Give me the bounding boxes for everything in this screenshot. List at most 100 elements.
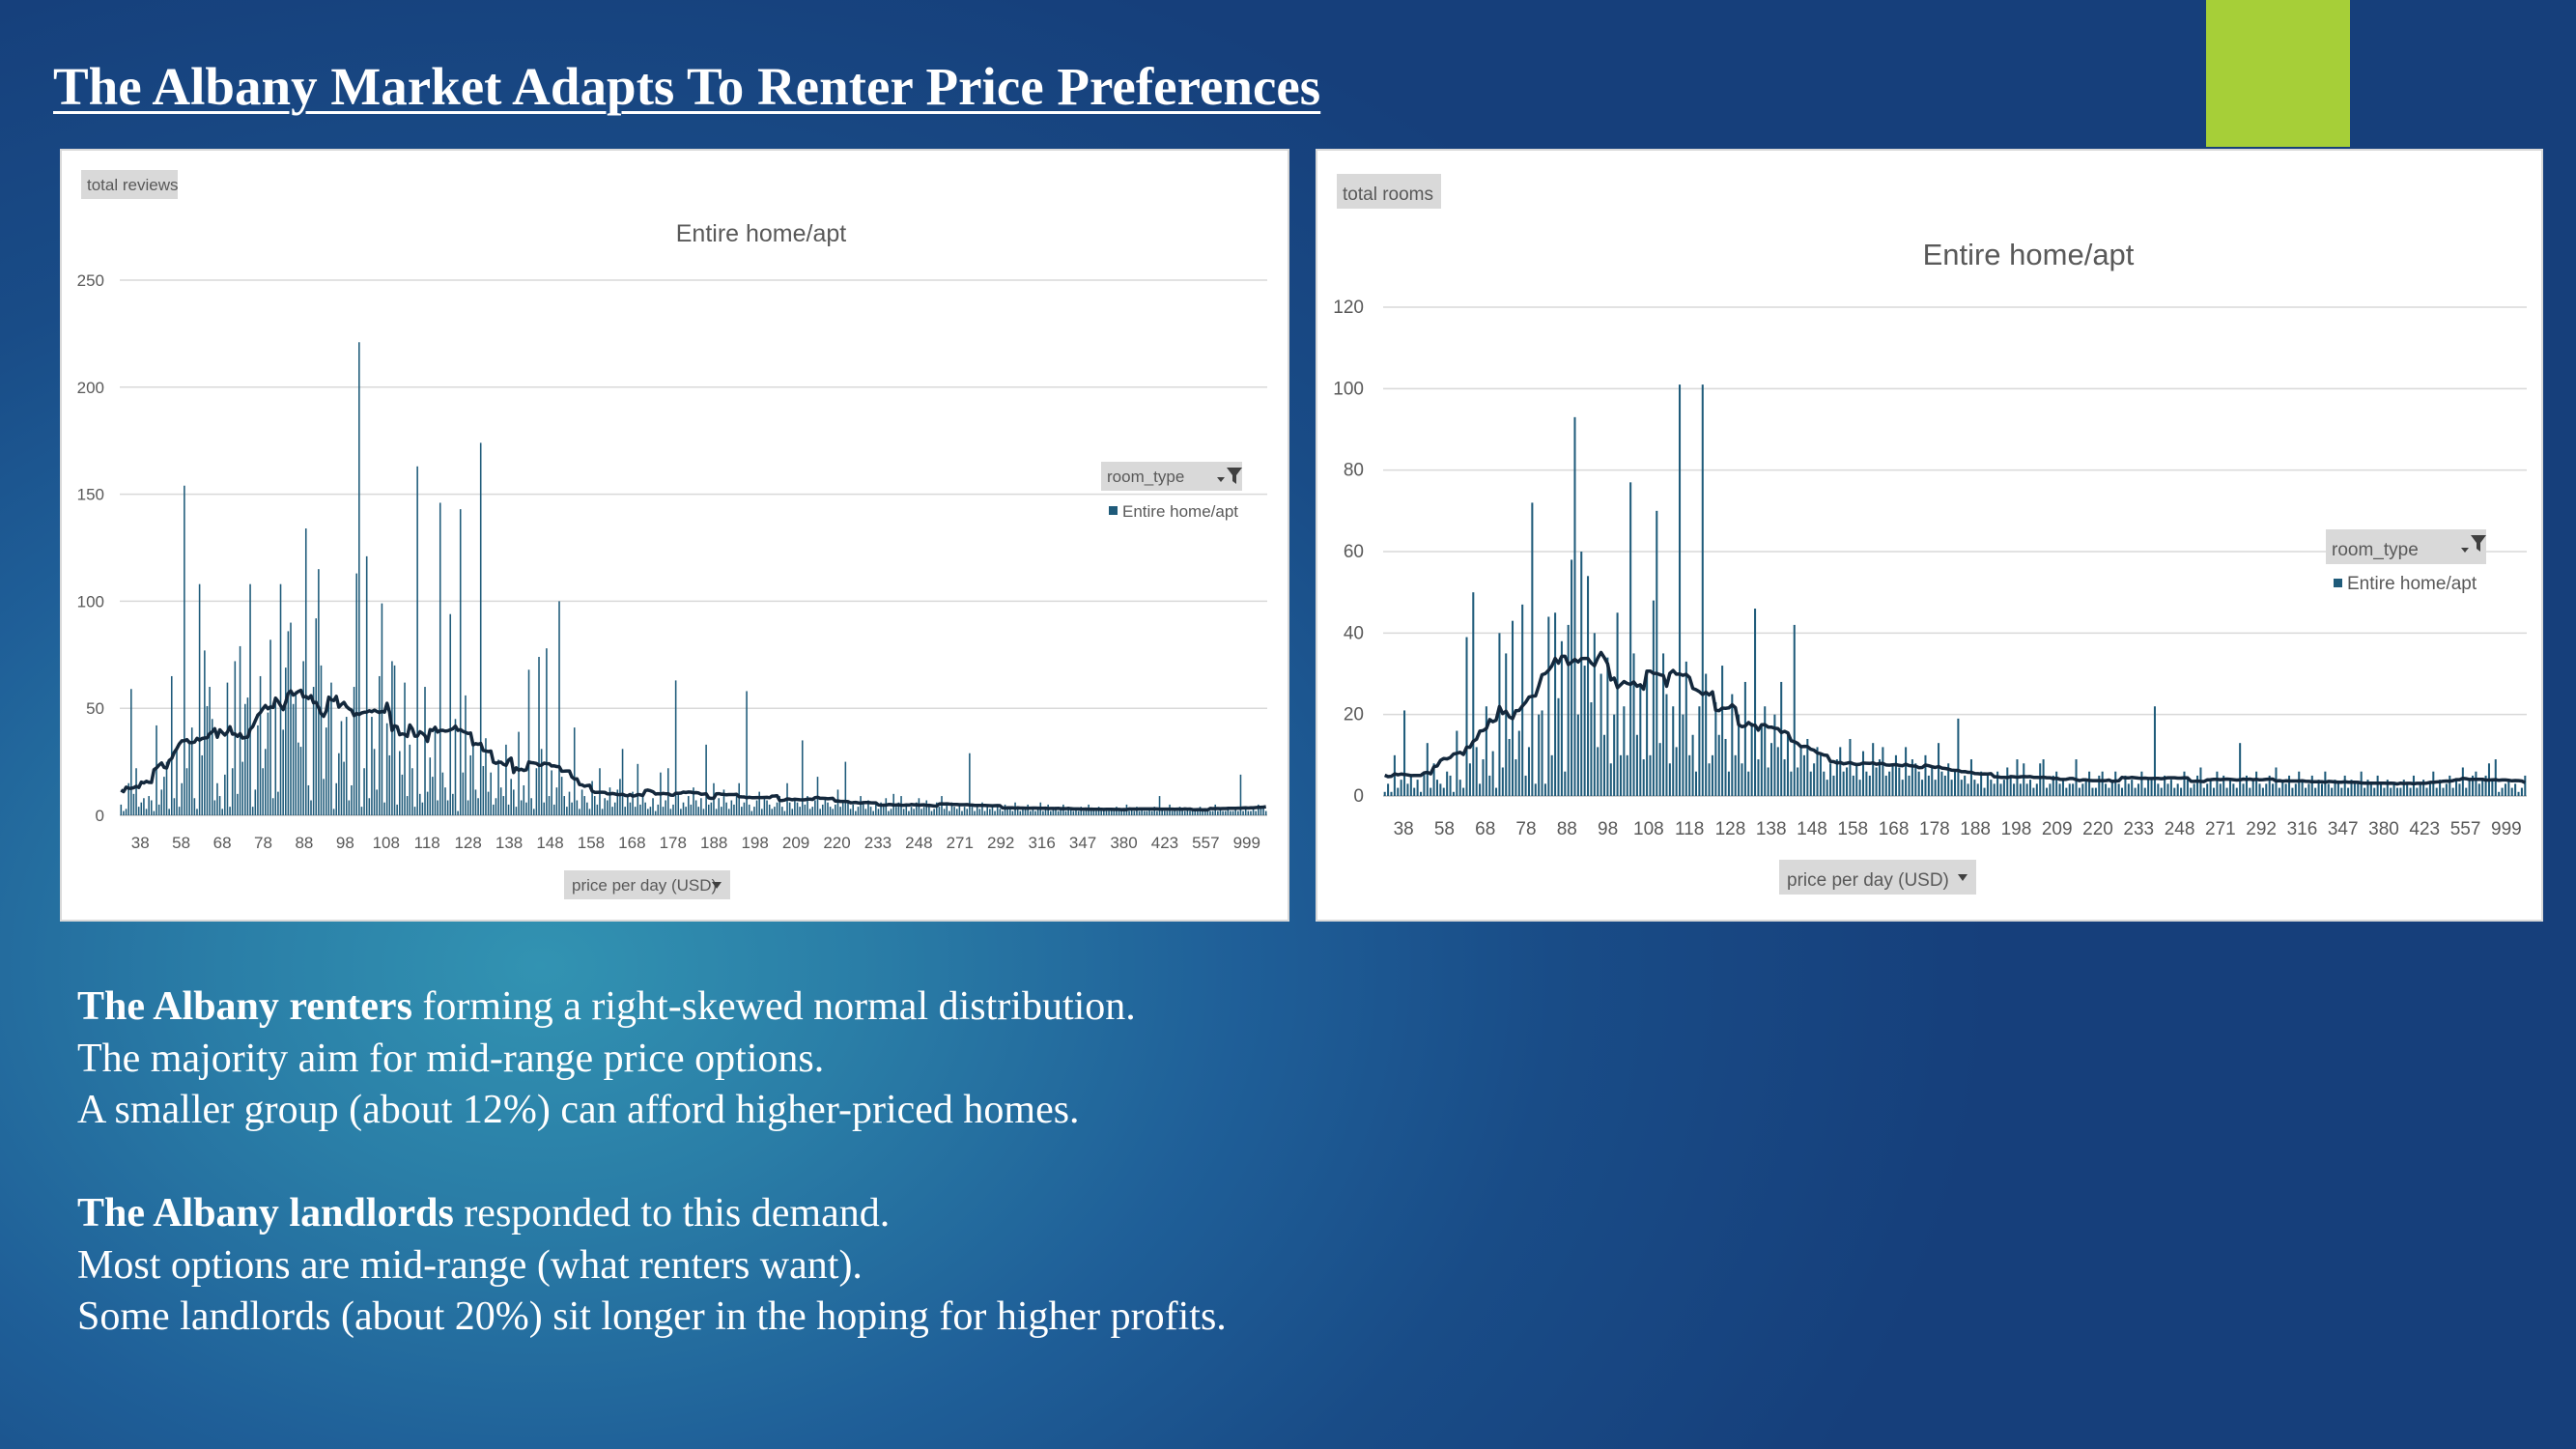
bar <box>2406 783 2409 796</box>
bar <box>1802 754 1805 796</box>
bar <box>1100 810 1103 815</box>
bar <box>418 793 421 815</box>
x-tick-label: 271 <box>2205 819 2236 839</box>
bar <box>953 807 955 815</box>
y-tick-label: 40 <box>1344 623 1364 643</box>
bar <box>1809 771 1812 796</box>
bar <box>1646 673 1649 796</box>
x-tick-label: 108 <box>373 834 400 852</box>
bar <box>485 738 487 815</box>
bar <box>771 809 774 815</box>
bar <box>855 810 857 815</box>
bar <box>487 791 490 815</box>
bar <box>2009 775 2012 796</box>
bar <box>1077 810 1080 815</box>
bar <box>1030 810 1032 815</box>
bar <box>515 807 518 815</box>
bar <box>2343 775 2346 796</box>
bar <box>1999 783 2002 796</box>
bar <box>725 802 727 815</box>
y-axis-label-box <box>81 170 178 199</box>
bar <box>593 796 596 815</box>
y-tick-label: 60 <box>1344 542 1364 562</box>
bar <box>1793 624 1796 796</box>
bar <box>801 740 804 815</box>
bar <box>2235 787 2238 796</box>
bar <box>1534 783 1537 796</box>
bar <box>2307 783 2310 796</box>
bar <box>1511 620 1514 796</box>
bar <box>1599 673 1602 796</box>
bar <box>449 613 452 815</box>
bar <box>1888 771 1891 796</box>
bar <box>437 800 439 815</box>
bar <box>292 703 295 815</box>
bar <box>2025 783 2028 796</box>
bar <box>824 798 827 815</box>
bar <box>576 800 579 815</box>
bar <box>530 798 532 815</box>
bar <box>573 727 576 815</box>
y-tick-label: 150 <box>77 486 104 504</box>
bar <box>1034 810 1036 815</box>
bar <box>624 807 626 815</box>
bar <box>2006 767 2009 796</box>
bar <box>922 807 925 815</box>
bar <box>2402 780 2405 796</box>
bar <box>1016 809 1019 815</box>
chevron-down-icon <box>2461 548 2469 553</box>
bar <box>637 763 639 815</box>
bar <box>999 809 1002 815</box>
bar <box>467 800 469 815</box>
bar <box>1980 771 1983 796</box>
bar <box>2035 783 2038 796</box>
bar <box>1947 763 1950 796</box>
bar <box>1072 810 1075 815</box>
bar <box>401 774 404 815</box>
bar <box>371 717 373 815</box>
bar <box>1501 767 1504 796</box>
bar <box>925 800 928 815</box>
bar <box>1557 697 1560 796</box>
bar <box>1786 734 1789 796</box>
bar <box>351 784 353 815</box>
bar <box>994 810 996 815</box>
bar <box>1242 810 1244 815</box>
bar <box>1826 780 1828 796</box>
bar <box>156 724 157 815</box>
bar <box>1462 787 1465 796</box>
bar <box>905 804 908 815</box>
bar <box>2137 783 2140 796</box>
bar <box>1252 809 1255 815</box>
bar <box>274 701 277 815</box>
x-tick-label: 128 <box>1715 819 1746 839</box>
bar <box>284 668 287 815</box>
x-tick-label: 88 <box>295 834 313 852</box>
bar <box>2219 783 2222 796</box>
bar <box>150 800 153 815</box>
bar <box>748 804 750 815</box>
bar <box>1203 810 1206 815</box>
bar <box>1665 694 1668 796</box>
bar <box>2494 759 2497 796</box>
bar <box>259 675 262 815</box>
chart-title: Entire home/apt <box>676 220 847 247</box>
y-tick-label: 100 <box>1333 379 1364 399</box>
bar <box>2157 783 2160 796</box>
bar <box>1898 767 1901 796</box>
bar <box>647 809 649 815</box>
bar <box>1224 810 1227 815</box>
y-axis-label: total rooms <box>1343 185 1433 205</box>
bar <box>2465 787 2468 796</box>
bar <box>1868 775 1871 796</box>
bar <box>766 800 768 815</box>
legend-item-label: Entire home/apt <box>2347 574 2477 594</box>
bar <box>1153 807 1156 815</box>
bar <box>1435 780 1438 796</box>
bar <box>2373 787 2376 796</box>
bar <box>2449 775 2451 796</box>
bar <box>1458 780 1461 796</box>
legend-filter-button <box>1101 462 1242 491</box>
chart-rooms: total rooms Entire home/apt 0 20 40 60 80 100 12… <box>1333 174 2527 895</box>
bar <box>862 802 864 815</box>
